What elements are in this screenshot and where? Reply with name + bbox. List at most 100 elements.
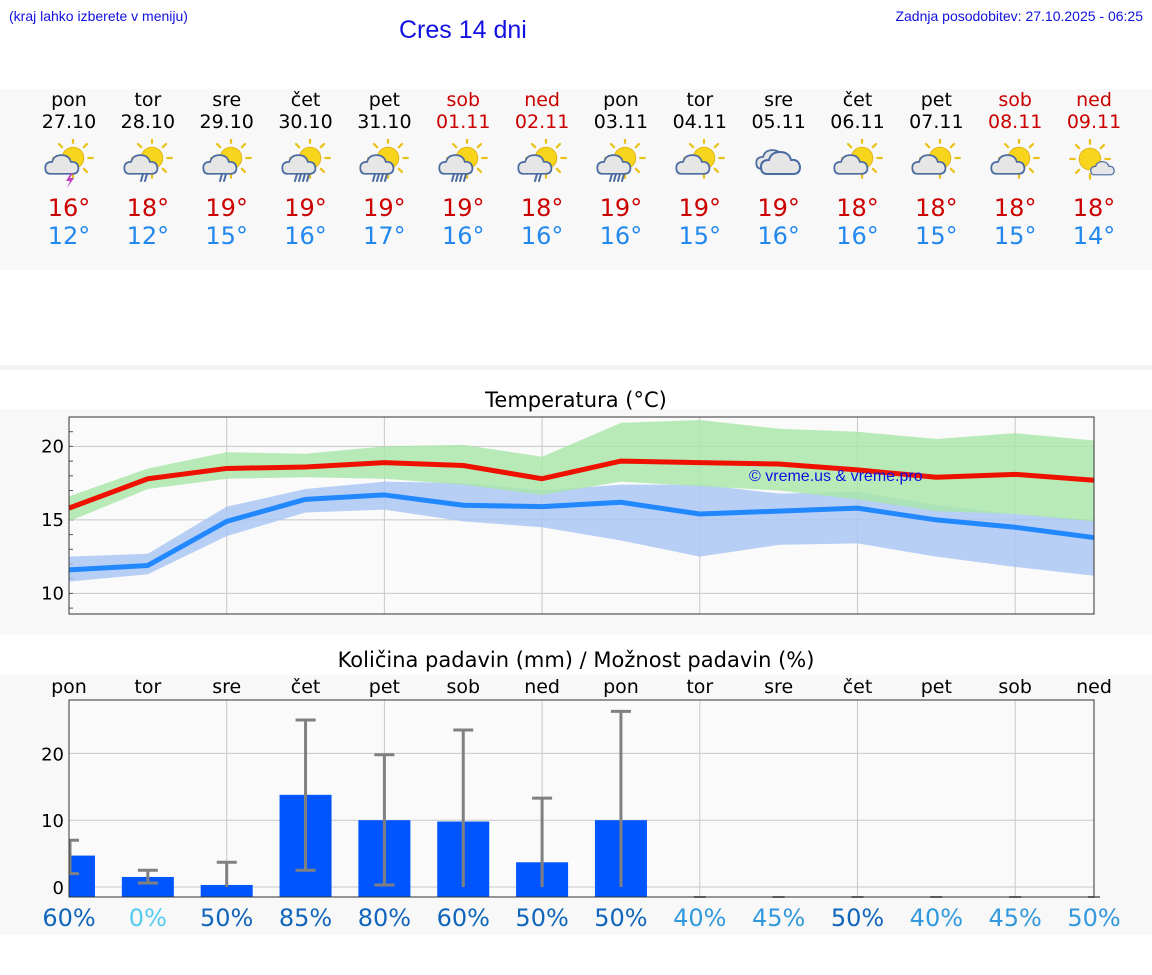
day-date: 30.10 (278, 111, 333, 133)
max-temp-line (68, 458, 1095, 511)
y-tick-label: 20 (41, 744, 64, 765)
day-column: sob 08.11 18° 15° (975, 89, 1055, 250)
y-tick-label: 10 (41, 811, 64, 832)
min-temp: 16° (441, 222, 485, 250)
max-temp: 19° (757, 194, 800, 222)
day-name: pon (603, 89, 639, 111)
day-label: pet (369, 676, 400, 698)
temperature-chart-title: Temperatura (°C) (485, 388, 667, 412)
forecast-band (0, 89, 1152, 270)
day-column: čet 30.10 19° 16° (266, 89, 346, 250)
y-tick-label: 0 (53, 878, 64, 899)
day-date: 03.11 (593, 111, 649, 133)
day-label: sre (212, 676, 241, 698)
day-column: pon 27.10 16° 12° (29, 89, 109, 250)
max-temp: 19° (284, 194, 327, 222)
sun-cloud-light-rain-icon (202, 139, 252, 182)
day-label: tor (134, 676, 161, 698)
day-label: pon (51, 676, 87, 698)
day-column: sob 01.11 19° 16° (423, 89, 503, 250)
day-label: ned (524, 676, 560, 698)
day-date: 01.11 (436, 111, 491, 133)
day-name: čet (842, 89, 873, 111)
day-name: sob (998, 89, 1032, 111)
day-label: sob (446, 676, 480, 698)
max-temp: 19° (599, 194, 643, 222)
day-name: pet (368, 89, 400, 111)
watermark: © vreme.us & vreme.pro (749, 468, 923, 485)
day-name: sre (212, 89, 242, 111)
day-label: pet (921, 676, 952, 698)
y-tick-label: 15 (41, 510, 64, 531)
max-temp: 18° (915, 194, 958, 222)
precip-bar (200, 884, 253, 897)
day-date: 05.11 (751, 111, 806, 133)
sun-cloud-thunder-icon (44, 139, 94, 188)
min-temp: 16° (757, 222, 800, 250)
day-label: sob (998, 676, 1032, 698)
day-column: čet 06.11 18° 16° (818, 89, 898, 250)
min-temp: 15° (678, 222, 722, 250)
sun-cloud-rain-icon (596, 139, 646, 182)
day-column: pet 31.10 19° 17° (344, 89, 424, 250)
day-date: 28.10 (120, 111, 176, 133)
min-temp: 15° (205, 222, 248, 250)
sun-cloud-rain-icon (359, 139, 410, 182)
precip-probability: 50% (594, 904, 648, 932)
precip-probability: 50% (1067, 904, 1121, 932)
day-name: tor (134, 89, 162, 111)
precip-probability: 40% (909, 904, 964, 932)
precipitation-chart-title: Količina padavin (mm) / Možnost padavin … (337, 648, 815, 672)
day-column: pon 03.11 19° 16° (581, 89, 661, 250)
min-temp: 17° (363, 222, 406, 250)
precip-probability: 60% (42, 904, 96, 932)
day-column: sre 29.10 19° 15° (187, 89, 267, 250)
min-temp-line (68, 492, 1095, 573)
day-label: čet (291, 676, 321, 698)
sun-cloud-light-rain-icon (123, 139, 173, 182)
day-name: tor (686, 89, 714, 111)
max-temp: 18° (836, 194, 879, 222)
day-date: 27.10 (41, 111, 97, 133)
last-updated: Zadnja posodobitev: 27.10.2025 - 06:25 (895, 8, 1143, 24)
day-date: 06.11 (830, 111, 885, 133)
precip-probability: 50% (200, 904, 254, 932)
day-date: 04.11 (672, 111, 727, 133)
max-temp: 18° (1072, 194, 1116, 222)
day-column: tor 04.11 19° 15° (660, 89, 740, 250)
day-column: sre 05.11 19° 16° (739, 89, 819, 250)
day-date: 07.11 (909, 111, 964, 133)
min-temp: 12° (126, 222, 170, 250)
min-temp: 15° (915, 222, 958, 250)
precip-probability: 40% (673, 904, 727, 932)
max-temp: 18° (993, 194, 1037, 222)
day-name: pet (920, 89, 952, 111)
y-tick-label: 20 (41, 436, 64, 457)
day-column: pet 07.11 18° 15° (896, 89, 976, 250)
day-label: ned (1076, 676, 1112, 698)
min-temp: 16° (520, 222, 564, 250)
day-label: pon (603, 676, 639, 698)
precip-probability: 80% (357, 904, 412, 932)
max-temp: 19° (205, 194, 248, 222)
day-name: čet (290, 89, 321, 111)
precip-probability: 85% (278, 904, 333, 932)
day-label: sre (764, 676, 793, 698)
precip-bar (121, 876, 174, 897)
plot-frame (68, 699, 1095, 898)
min-temp: 16° (284, 222, 327, 250)
precip-probability: 50% (515, 904, 569, 932)
precip-probability: 45% (988, 904, 1042, 932)
precip-bar (69, 855, 95, 897)
precip-probability: 0% (128, 904, 167, 932)
sun-cloud-rain-icon (280, 139, 331, 182)
precip-probability: 45% (751, 904, 806, 932)
day-date: 02.11 (514, 111, 570, 133)
menu-hint: (kraj lahko izberete v meniju) (9, 8, 188, 24)
day-name: sob (446, 89, 481, 111)
y-tick-label: 10 (41, 583, 64, 604)
day-name: ned (524, 89, 560, 111)
day-date: 29.10 (199, 111, 254, 133)
precip-probability: 60% (436, 904, 490, 932)
